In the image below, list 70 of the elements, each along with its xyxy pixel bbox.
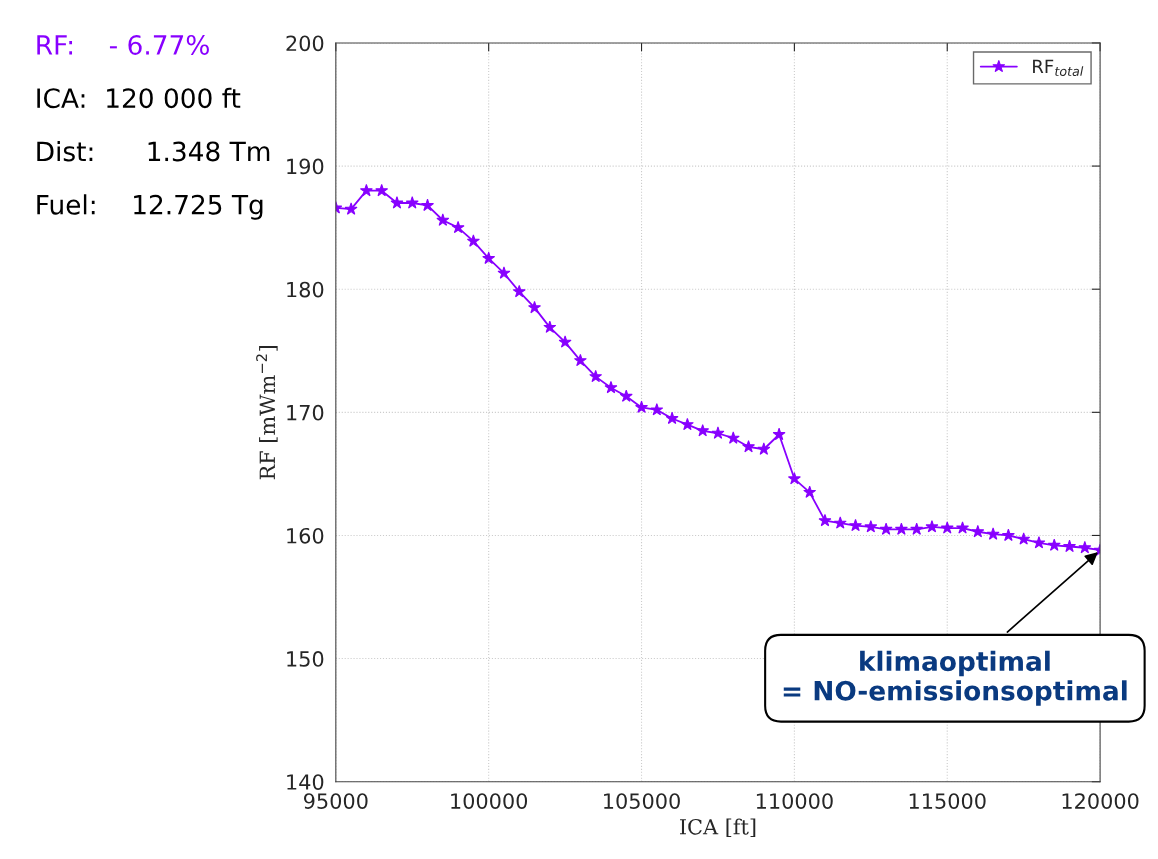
- point: [390, 196, 404, 209]
- point: [650, 403, 664, 416]
- point: [604, 380, 618, 394]
- x-tick-label: 105000: [604, 793, 680, 809]
- y-tick-label: 190: [287, 158, 324, 175]
- point: [665, 411, 679, 425]
- y-tick-label: 150: [287, 651, 324, 667]
- point: [879, 522, 893, 535]
- point: [421, 198, 434, 212]
- point: [1063, 539, 1076, 553]
- point: [925, 520, 939, 533]
- point: [971, 524, 985, 538]
- x-axis-title: ICA [ft]: [680, 818, 756, 838]
- y-tick-label: 170: [287, 404, 324, 421]
- point: [818, 513, 832, 527]
- point: [940, 521, 954, 534]
- point: [482, 251, 496, 264]
- x-tick-label: 100000: [451, 793, 528, 809]
- point: [405, 196, 419, 209]
- point: [619, 389, 633, 402]
- point: [466, 234, 480, 247]
- text: Dist: 1.348 Tm: [37, 140, 270, 162]
- point: [910, 522, 924, 535]
- point: [1001, 528, 1015, 542]
- text: ICA: 120 000 ft: [37, 87, 241, 109]
- point: [573, 353, 587, 367]
- x-tick-label: 120000: [1062, 793, 1139, 809]
- point: [742, 440, 755, 453]
- point: [772, 427, 786, 441]
- point: [543, 320, 557, 333]
- point: [375, 183, 389, 197]
- point: [1032, 536, 1046, 549]
- point: [436, 213, 450, 226]
- point: [359, 183, 373, 197]
- point: [528, 300, 541, 314]
- point: [1047, 538, 1061, 551]
- y-tick-label: 160: [287, 527, 324, 544]
- point: [558, 335, 572, 348]
- point: [680, 417, 694, 431]
- y-tick-label: 180: [287, 281, 324, 298]
- point: [894, 522, 908, 535]
- annotation: klimaoptimal = NO-emissionsoptimal: [783, 650, 1127, 706]
- point: [635, 400, 648, 413]
- x-tick-label: 95000: [303, 793, 368, 809]
- point: [1017, 532, 1031, 545]
- point: [1078, 540, 1092, 554]
- point: [956, 521, 969, 534]
- point: [512, 284, 526, 298]
- text: RF: - 6.77%: [37, 34, 209, 55]
- point: [757, 442, 771, 455]
- point: [726, 431, 740, 444]
- point: [497, 266, 511, 279]
- point: [696, 424, 710, 437]
- point: [711, 426, 725, 439]
- point: [849, 518, 862, 532]
- point: [986, 527, 1000, 540]
- legend-label: RF$_{total}$: [1033, 59, 1084, 77]
- text: Fuel: 12.725 Tg: [37, 194, 263, 220]
- point: [589, 369, 603, 383]
- x-tick-label: 115000: [909, 793, 986, 809]
- x-tick-label: 110000: [756, 793, 833, 809]
- point: [451, 220, 465, 234]
- point: [787, 472, 801, 485]
- point: [803, 485, 817, 498]
- point: [833, 516, 847, 529]
- y-tick-label: 200: [286, 35, 324, 52]
- y-tick-label: 140: [287, 774, 324, 790]
- point: [864, 520, 878, 533]
- point: [344, 202, 358, 215]
- y-axis-title: RF [mWm$^{−2}$]: [256, 346, 278, 480]
